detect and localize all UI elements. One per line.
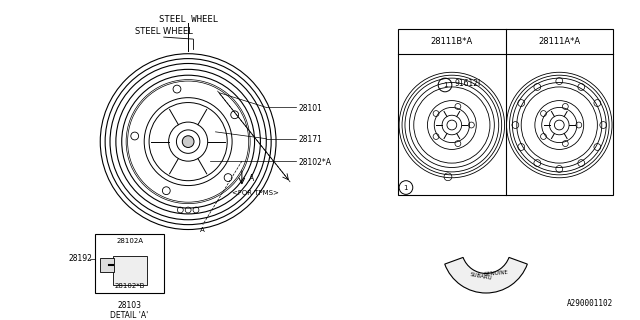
Text: 91612I: 91612I	[455, 79, 481, 89]
Text: 28102*B: 28102*B	[115, 283, 145, 289]
Text: 28111A*A: 28111A*A	[538, 37, 580, 46]
Text: STEEL WHEEL: STEEL WHEEL	[135, 27, 193, 36]
Bar	[95, 235, 164, 293]
Text: 28102*A: 28102*A	[298, 158, 332, 167]
Text: A: A	[200, 227, 205, 233]
Text: 1: 1	[443, 82, 447, 88]
Text: <FOR TPMS>: <FOR TPMS>	[232, 190, 279, 196]
Circle shape	[182, 136, 194, 148]
Text: 28103: 28103	[118, 301, 141, 310]
Text: 28102A: 28102A	[116, 238, 143, 244]
Text: A: A	[249, 174, 254, 183]
Text: 28171: 28171	[298, 135, 323, 144]
Text: GENUINE: GENUINE	[483, 270, 508, 277]
Text: 28192: 28192	[68, 254, 92, 263]
Text: 28111B*A: 28111B*A	[431, 37, 473, 46]
Bar	[398, 29, 613, 195]
Text: SUBARU: SUBARU	[470, 272, 493, 281]
Text: 28101: 28101	[298, 104, 323, 113]
Text: 1: 1	[404, 185, 408, 190]
Text: STEEL WHEEL: STEEL WHEEL	[159, 15, 218, 24]
Wedge shape	[445, 257, 527, 293]
Bar	[100, 258, 114, 271]
Text: A290001102: A290001102	[567, 299, 613, 308]
Text: DETAIL 'A': DETAIL 'A'	[111, 311, 148, 320]
Bar	[113, 256, 147, 285]
